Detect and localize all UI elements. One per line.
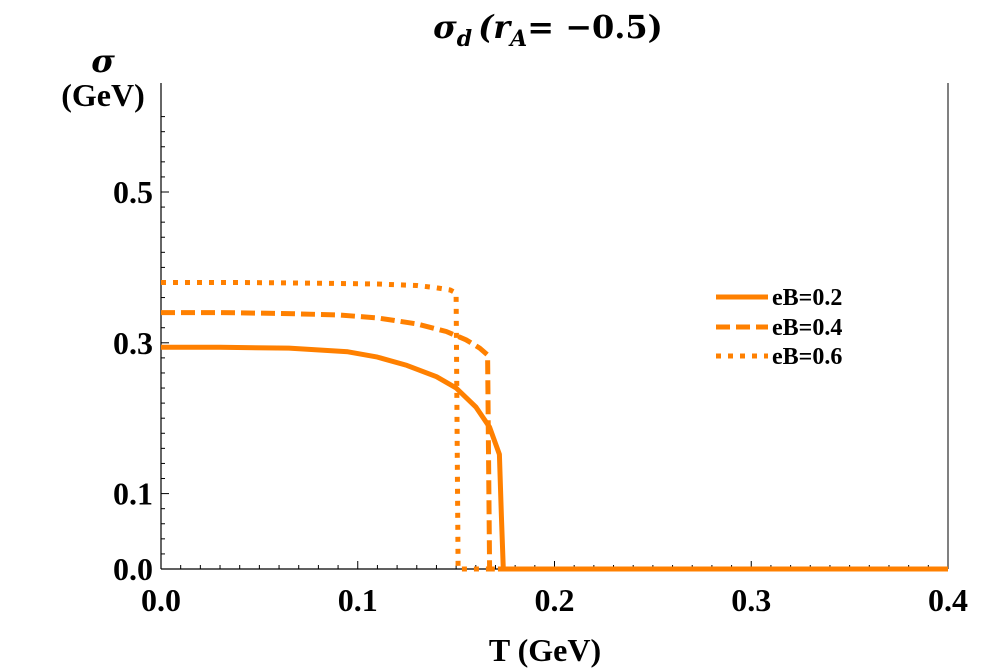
x-tick-label: 0.4	[928, 582, 968, 618]
title-var: r	[493, 8, 512, 46]
legend-label-3: eB=0.6	[772, 344, 842, 370]
title-sigma-sub: d	[457, 26, 472, 52]
y-tick-label: 0.1	[113, 476, 153, 512]
series-line-2	[161, 310, 948, 572]
y-tick-label: 0.5	[113, 174, 153, 210]
chart-title: σd (rA= −0.5)	[433, 8, 663, 52]
ticks	[160, 116, 949, 570]
legend-label-2: eB=0.4	[772, 315, 842, 341]
series-group	[161, 280, 948, 572]
title-sigma: σ	[433, 8, 457, 46]
y-axis-label-symbol: σ	[91, 42, 115, 80]
x-axis-label: T (GeV)	[489, 632, 601, 668]
legend-label-1: eB=0.2	[772, 285, 842, 311]
title-var-sub: A	[508, 26, 527, 52]
series-line-1	[161, 344, 948, 572]
x-tick-label: 0.3	[731, 582, 771, 618]
tick-labels: 0.0 0.1 0.2 0.3 0.4 0.0 0.1 0.3 0.5	[113, 174, 968, 618]
x-tick-label: 0.2	[535, 582, 575, 618]
series-line-3	[161, 280, 948, 572]
legend: eB=0.2 eB=0.4 eB=0.6	[716, 285, 842, 370]
x-tick-label: 0.1	[338, 582, 378, 618]
y-tick-label: 0.3	[113, 325, 153, 361]
y-axis-label-unit: (GeV)	[61, 77, 145, 113]
title-rest: = −0.5)	[527, 8, 663, 46]
x-tick-label: 0.0	[141, 582, 181, 618]
title-paren: (	[478, 8, 495, 46]
y-tick-label: 0.0	[113, 551, 153, 587]
